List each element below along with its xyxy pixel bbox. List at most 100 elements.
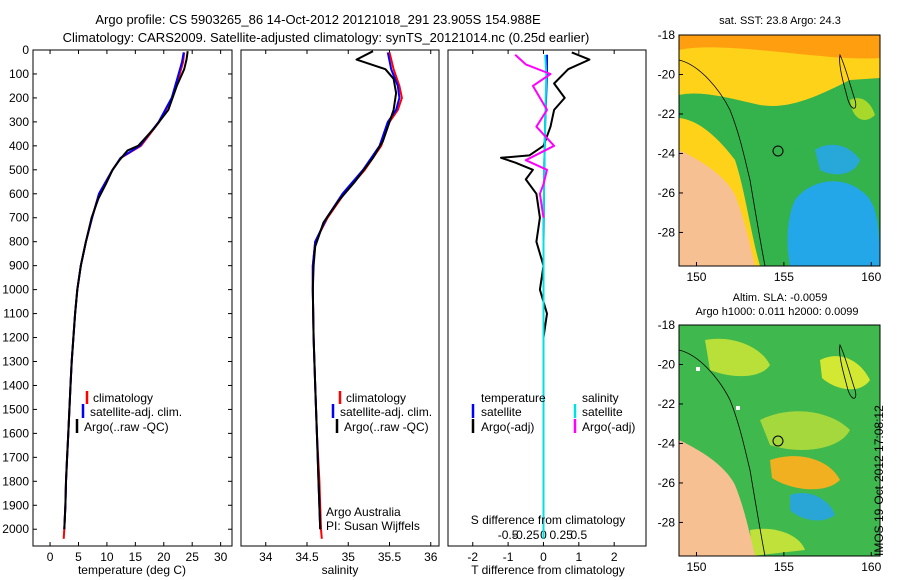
depth-tick-label: 1700 <box>2 450 29 464</box>
x-tick-label: 0 <box>540 550 547 564</box>
sst-map-frame <box>678 34 881 267</box>
sst-map: sat. SST: 23.8 Argo: 24.3 150 155 160 -18 -2… <box>658 15 882 284</box>
imos-timestamp: IMOS 19-Oct-2012 17:08:12 <box>872 405 886 556</box>
map-lat-label: -26 <box>658 186 676 200</box>
depth-tick-label: 1100 <box>3 307 29 321</box>
sla-yellow-blob <box>820 356 870 390</box>
temperature-legend: climatology satellite-adj. clim. Argo(..… <box>75 391 182 434</box>
x-tick-label: 5 <box>75 550 82 564</box>
map-lon-label: 150 <box>686 270 706 284</box>
salinity-legend: climatology satellite-adj. clim. Argo(..… <box>331 391 432 434</box>
land-australia <box>679 440 755 556</box>
x-tick-label: 15 <box>129 550 143 564</box>
x-tick-label: 10 <box>100 550 114 564</box>
argo-float-marker <box>772 435 784 447</box>
salinity-series <box>311 50 403 539</box>
map-lat-label: -22 <box>658 397 676 411</box>
s-diff-tick-label: 0.5 <box>570 528 587 542</box>
depth-tick-label: 1500 <box>2 402 29 416</box>
difference-axes-frame <box>447 49 647 547</box>
t-difference-x-axis: -2 -1 0 1 2 <box>467 50 618 564</box>
map-lat-label: -28 <box>658 515 676 529</box>
map-lat-label: -28 <box>658 225 676 239</box>
depth-tick-label: 1800 <box>2 474 29 488</box>
series-line-argo-raw-qc- <box>63 51 189 530</box>
map-lat-label: -18 <box>658 318 676 332</box>
credit-pi: PI: Susan Wijffels <box>326 519 420 533</box>
salinity-x-axis: 34 34.5 35 35.5 36 <box>259 50 438 564</box>
salinity-xlabel: salinity <box>322 563 359 577</box>
sla-yellow-blob <box>705 338 770 377</box>
missing-data-pixel <box>696 367 700 371</box>
shelf-contour <box>679 349 766 556</box>
x-tick-label: 20 <box>157 550 171 564</box>
difference-legend-temperature: temperature satellite Argo(-adj) <box>471 391 546 434</box>
depth-tick-label: 200 <box>9 91 29 105</box>
t-difference-xlabel: T difference from climatology <box>471 563 625 577</box>
x-tick-label: 30 <box>214 550 228 564</box>
sst-cool-eddy <box>815 144 860 175</box>
s-difference-xlabel: S difference from climatology <box>471 513 626 527</box>
map-lat-label: -18 <box>658 28 676 42</box>
shelf-contour <box>679 59 766 266</box>
header-line-2: Climatology: CARS2009. Satellite-adjuste… <box>62 30 590 45</box>
depth-tick-label: 900 <box>9 259 29 273</box>
depth-tick-label: 1400 <box>2 378 29 392</box>
temperature-axes-frame <box>32 49 233 547</box>
depth-tick-label: 800 <box>9 235 29 249</box>
legend-satellite: satellite-adj. clim. <box>340 405 432 419</box>
s-difference-x-axis: -0.5-0.25 0 0.250.5 <box>498 528 588 542</box>
sla-map: Altim. SLA: -0.0059 Argo h1000: 0.011 h2… <box>658 292 882 574</box>
sla-high-anomaly <box>770 456 840 490</box>
map-lat-label: -20 <box>658 357 676 371</box>
difference-series <box>500 51 591 539</box>
x-tick-label: -2 <box>467 550 478 564</box>
legend-t-argo: Argo(-adj) <box>481 420 534 434</box>
difference-panel: -2 -1 0 1 2 -0.5-0.25 0 0.250.5 S difference f… <box>447 49 647 577</box>
sst-map-title: sat. SST: 23.8 Argo: 24.3 <box>719 15 841 27</box>
difference-legend-salinity: salinity satellite Argo(-adj) <box>573 391 635 434</box>
depth-tick-label: 1600 <box>2 426 29 440</box>
map-lon-label: 150 <box>686 560 706 574</box>
map-lat-label: -24 <box>658 146 676 160</box>
legend-climatology: climatology <box>93 391 153 405</box>
s-diff-tick-label: -0.5 <box>498 528 519 542</box>
reef-contour <box>839 53 857 109</box>
sst-map-field <box>679 35 880 266</box>
legend-temperature-title: temperature <box>481 391 546 405</box>
series-line-salinity-argo-adj- <box>514 54 556 218</box>
temperature-xlabel: temperature (deg C) <box>78 563 186 577</box>
depth-tick-label: 1900 <box>2 498 29 512</box>
x-tick-label: -1 <box>503 550 514 564</box>
legend-salinity-title: salinity <box>582 391 619 405</box>
depth-tick-label: 600 <box>9 187 29 201</box>
sst-cool-pool <box>787 181 880 266</box>
temperature-panel: 0100200300400500600700800900100011001200… <box>2 43 646 577</box>
sla-map-frame <box>678 324 881 557</box>
depth-tick-label: 1300 <box>2 354 29 368</box>
depth-tick-label: 700 <box>9 211 29 225</box>
sst-map-axes: 150 155 160 -18 -20 -22 -24 -26 -28 <box>658 28 882 284</box>
map-lon-label: 155 <box>774 270 794 284</box>
sst-warm-eddy <box>850 98 875 120</box>
legend-s-argo: Argo(-adj) <box>582 420 635 434</box>
salinity-axes-frame <box>240 49 440 547</box>
reef-contour <box>839 343 857 399</box>
map-lat-label: -22 <box>658 107 676 121</box>
salinity-panel: 34 34.5 35 35.5 36 salinity climatology sate… <box>240 49 440 577</box>
x-tick-label: 2 <box>611 550 618 564</box>
missing-data-pixel <box>736 406 740 410</box>
series-line-argo-raw-qc- <box>311 50 398 530</box>
x-tick-label: 0 <box>47 550 54 564</box>
x-tick-label: 36 <box>424 550 438 564</box>
temperature-series <box>62 51 189 539</box>
argo-float-marker <box>772 145 784 157</box>
x-tick-label: 34 <box>259 550 273 564</box>
land-australia <box>679 150 755 266</box>
map-lon-label: 160 <box>861 270 881 284</box>
map-lat-label: -24 <box>658 436 676 450</box>
x-tick-label: 25 <box>186 550 200 564</box>
map-lat-label: -26 <box>658 476 676 490</box>
depth-tick-label: 1000 <box>2 283 29 297</box>
x-tick-label: 1 <box>575 550 582 564</box>
